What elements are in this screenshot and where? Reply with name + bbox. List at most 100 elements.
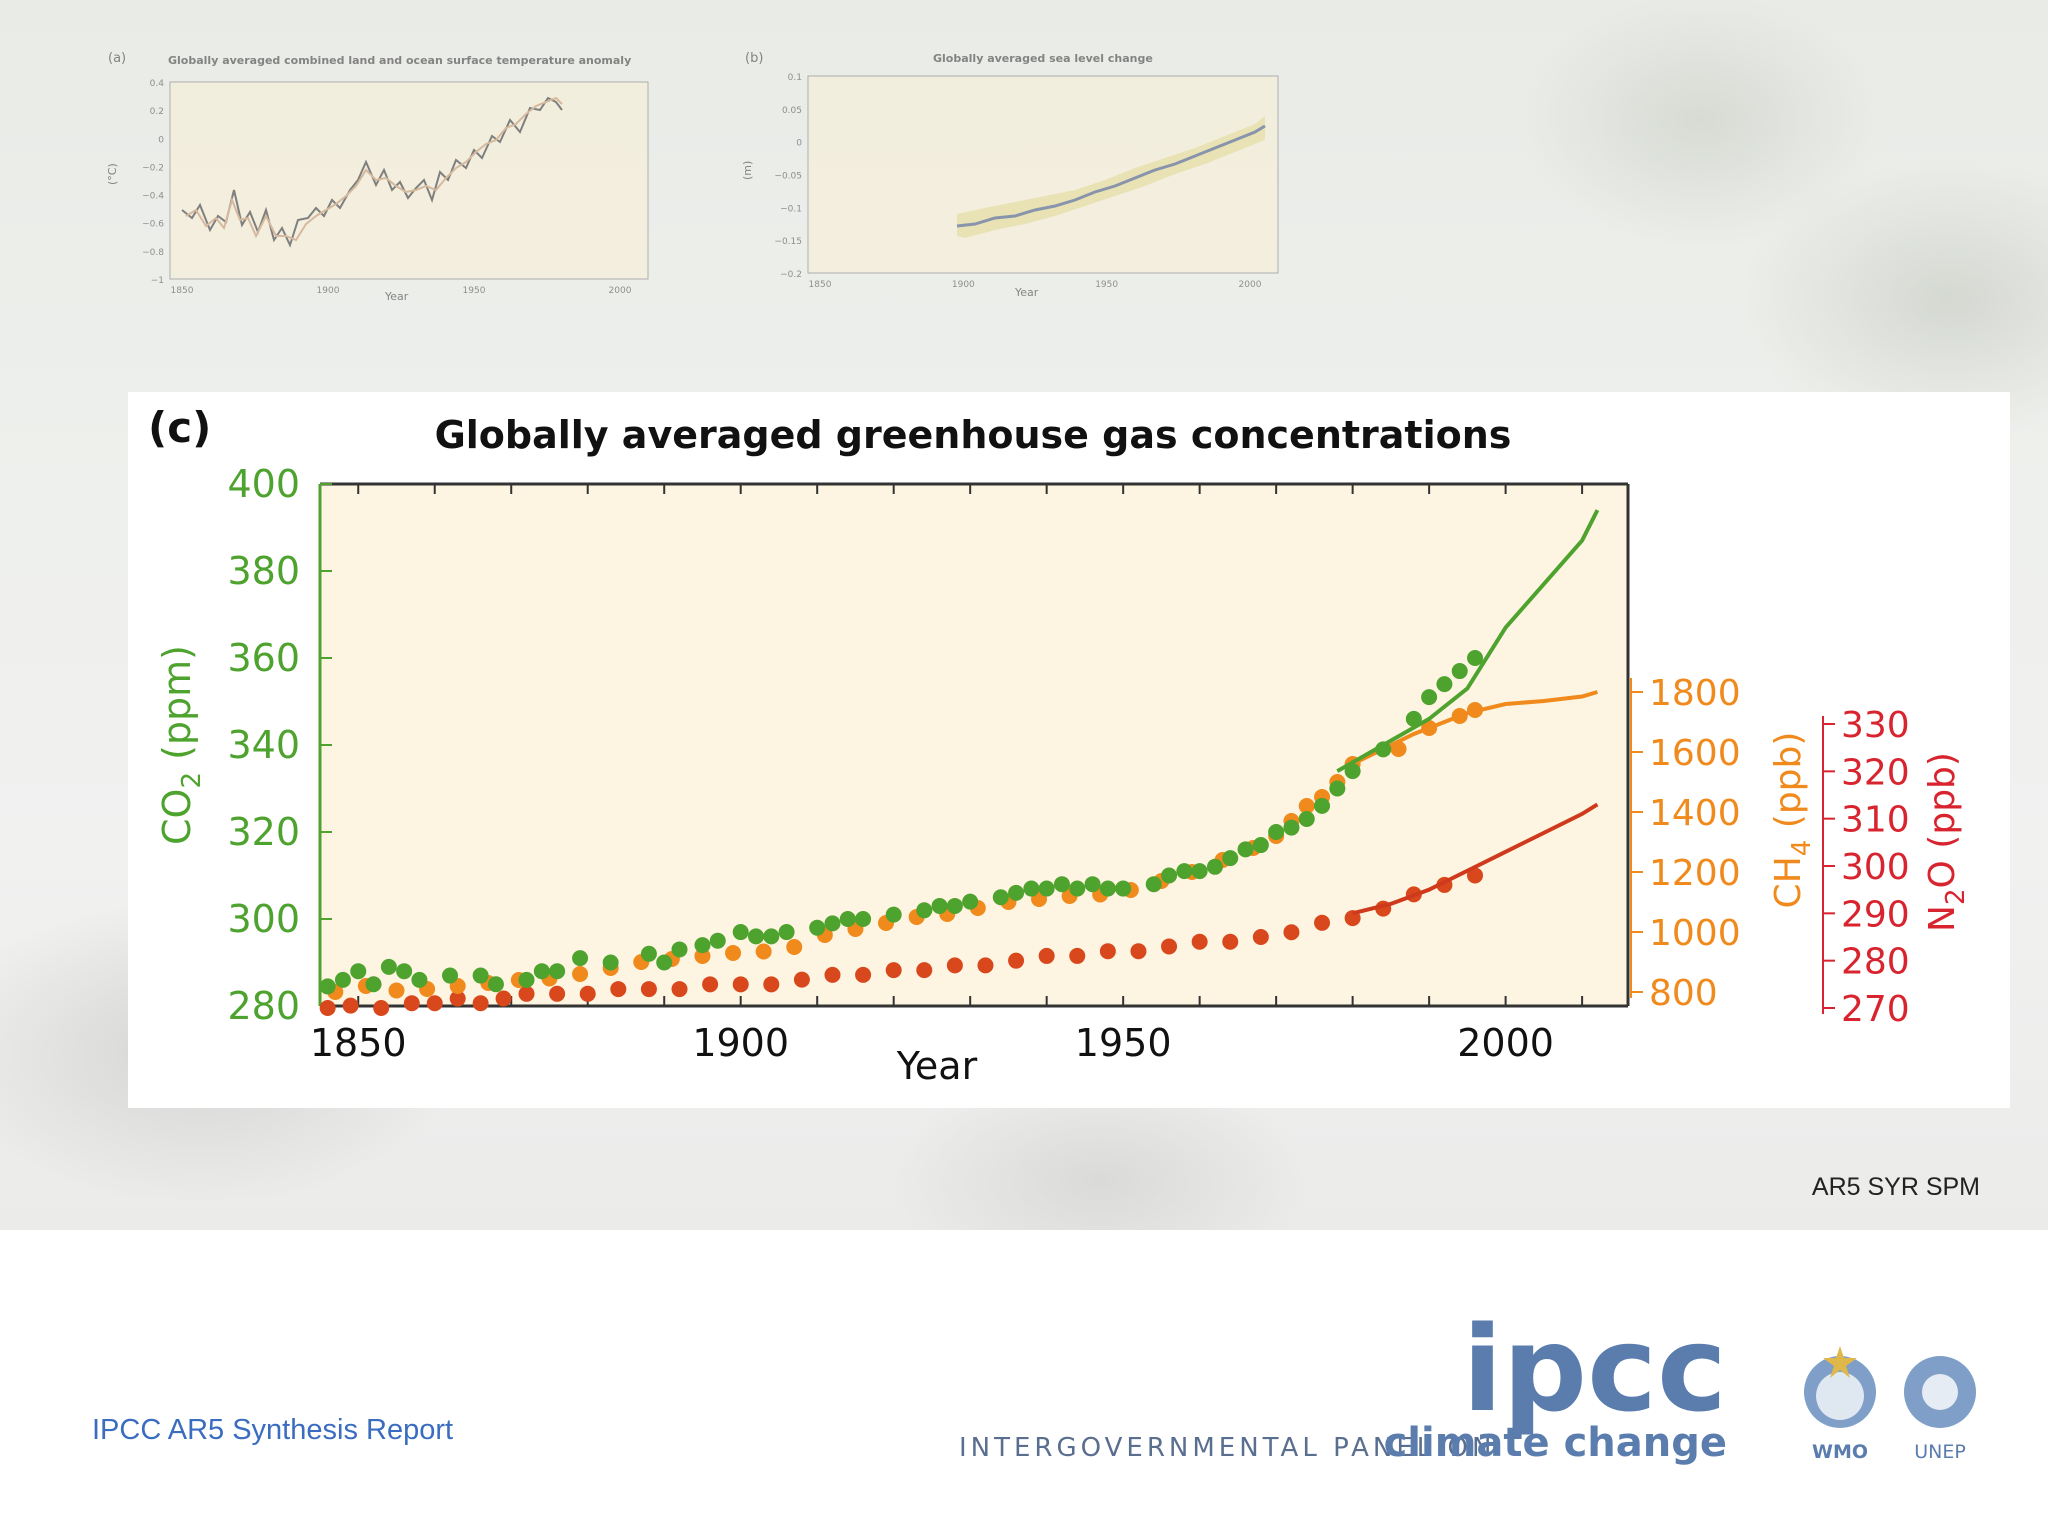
n2o-data-point xyxy=(426,995,443,1012)
co2-data-point xyxy=(885,906,902,923)
co2-data-point xyxy=(411,971,428,988)
ipcc-wordmark: ipcc xyxy=(1462,1300,1727,1438)
n2o-data-point xyxy=(1161,938,1178,955)
co2-data-point xyxy=(1283,819,1300,836)
co2-tick-label: 280 xyxy=(227,984,300,1028)
n2o-data-point xyxy=(1038,947,1055,964)
partner-logos: WMO UNEP xyxy=(1804,1346,1976,1463)
panel-b-plot-area xyxy=(807,75,1279,274)
co2-data-point xyxy=(809,919,826,936)
co2-data-point xyxy=(1099,880,1116,897)
co2-data-point xyxy=(671,941,688,958)
co2-data-point xyxy=(1314,797,1331,814)
mini-ytick-label: −0.2 xyxy=(780,270,802,280)
n2o-data-point xyxy=(885,962,902,979)
mini-ytick-label: −0.2 xyxy=(142,163,164,173)
co2-data-point xyxy=(946,897,963,914)
co2-tick-label: 340 xyxy=(227,723,300,767)
mini-ytick-label: 0.05 xyxy=(782,106,802,116)
panel-b-uncertainty-band xyxy=(957,116,1265,238)
co2-data-point xyxy=(1053,876,1070,893)
ch4-data-point xyxy=(388,982,405,999)
n2o-data-point xyxy=(640,981,657,998)
n2o-data-point xyxy=(855,966,872,983)
co2-series-line xyxy=(1336,509,1600,773)
panel-a-letter: (a) xyxy=(108,51,126,66)
mini-ytick-label: 0.2 xyxy=(150,107,164,117)
co2-axis-label: CO2 (ppm) xyxy=(155,645,207,845)
n2o-data-point xyxy=(1099,943,1116,960)
co2-data-point xyxy=(656,954,673,971)
panel-a-temperature-chart: (a) Globally averaged combined land and … xyxy=(106,51,649,303)
co2-data-point xyxy=(1023,880,1040,897)
panel-b-ylabel: (m) xyxy=(741,161,754,180)
footnote-source: AR5 SYR SPM xyxy=(1811,1173,1980,1201)
co2-data-point xyxy=(1421,689,1438,706)
ch4-data-point xyxy=(1298,798,1315,814)
co2-data-point xyxy=(1436,676,1453,693)
co2-data-point xyxy=(442,967,459,984)
panel-a-title: Globally averaged combined land and ocea… xyxy=(168,54,631,67)
mini-ytick-label: −0.05 xyxy=(774,172,802,182)
mini-ytick-label: −0.4 xyxy=(142,192,164,202)
co2-data-point xyxy=(1237,841,1254,858)
n2o-data-point xyxy=(1130,943,1147,960)
mini-ytick-label: 0 xyxy=(158,135,164,145)
n2o-tick-label: 290 xyxy=(1841,894,1910,935)
wmo-emblem-icon xyxy=(1804,1346,1876,1428)
unep-emblem-icon xyxy=(1904,1356,1976,1428)
panel-b-sea-level-line xyxy=(956,124,1266,228)
panel-b-sea-level-chart: (b) Globally averaged sea level change 0… xyxy=(741,51,1279,299)
co2-data-point xyxy=(824,915,841,932)
ipcc-tagline-climate: climate change xyxy=(1384,1420,1727,1466)
co2-data-point xyxy=(1329,780,1346,797)
mini-ytick-label: −0.8 xyxy=(142,248,164,258)
co2-data-point xyxy=(533,963,550,980)
n2o-tick-label: 270 xyxy=(1841,989,1910,1030)
panel-a-anomaly-line-light xyxy=(185,96,563,242)
co2-data-point xyxy=(1344,763,1361,780)
co2-data-point xyxy=(732,924,749,941)
x-tick-label: 1950 xyxy=(1075,1021,1172,1065)
n2o-data-point xyxy=(373,1000,390,1016)
co2-data-point xyxy=(1038,880,1055,897)
co2-data-point xyxy=(763,928,780,945)
panel-c-container: (c) Globally averaged greenhouse gas con… xyxy=(128,392,2010,1108)
n2o-data-point xyxy=(732,976,749,993)
co2-data-point xyxy=(640,945,657,962)
n2o-data-point xyxy=(518,985,535,1002)
n2o-data-point xyxy=(549,985,566,1002)
panel-b-xlabel: Year xyxy=(1014,286,1039,299)
co2-data-point xyxy=(602,954,619,971)
ch4-tick-label: 1400 xyxy=(1649,793,1741,834)
co2-data-point xyxy=(487,976,504,993)
ch4-data-point xyxy=(755,943,772,960)
co2-data-point xyxy=(778,924,795,941)
mini-xtick-label: 2000 xyxy=(1239,280,1262,290)
mini-ytick-label: 0.4 xyxy=(150,79,165,89)
mini-xtick-label: 1950 xyxy=(1095,280,1118,290)
panel-a-xlabel: Year xyxy=(384,290,409,303)
panel-b-title: Globally averaged sea level change xyxy=(933,52,1153,65)
ch4-tick-label: 1200 xyxy=(1649,853,1741,894)
co2-data-point xyxy=(1451,663,1468,680)
co2-data-point xyxy=(1084,876,1101,893)
ch4-tick-label: 1000 xyxy=(1649,913,1741,954)
panel-b-letter: (b) xyxy=(745,51,763,66)
mini-xtick-label: 1900 xyxy=(952,280,975,290)
chart-title: Globally averaged greenhouse gas concent… xyxy=(435,413,1512,457)
ch4-axis-label: CH4 (ppb) xyxy=(1768,732,1817,909)
mini-ytick-label: −0.15 xyxy=(774,237,802,247)
n2o-data-point xyxy=(1314,914,1331,931)
ch4-tick-label: 800 xyxy=(1649,973,1718,1014)
report-link[interactable]: IPCC AR5 Synthesis Report xyxy=(92,1414,454,1446)
plot-area xyxy=(320,484,1628,1006)
n2o-data-point xyxy=(319,1000,336,1016)
n2o-data-point xyxy=(579,985,596,1002)
ch4-tick-label: 1800 xyxy=(1649,673,1741,714)
co2-data-point xyxy=(396,963,413,980)
n2o-data-point xyxy=(472,995,489,1012)
co2-data-point xyxy=(1268,824,1285,840)
ipcc-tagline-panel: INTERGOVERNMENTAL PANEL ON xyxy=(959,1433,1495,1463)
n2o-data-point xyxy=(1222,933,1239,950)
